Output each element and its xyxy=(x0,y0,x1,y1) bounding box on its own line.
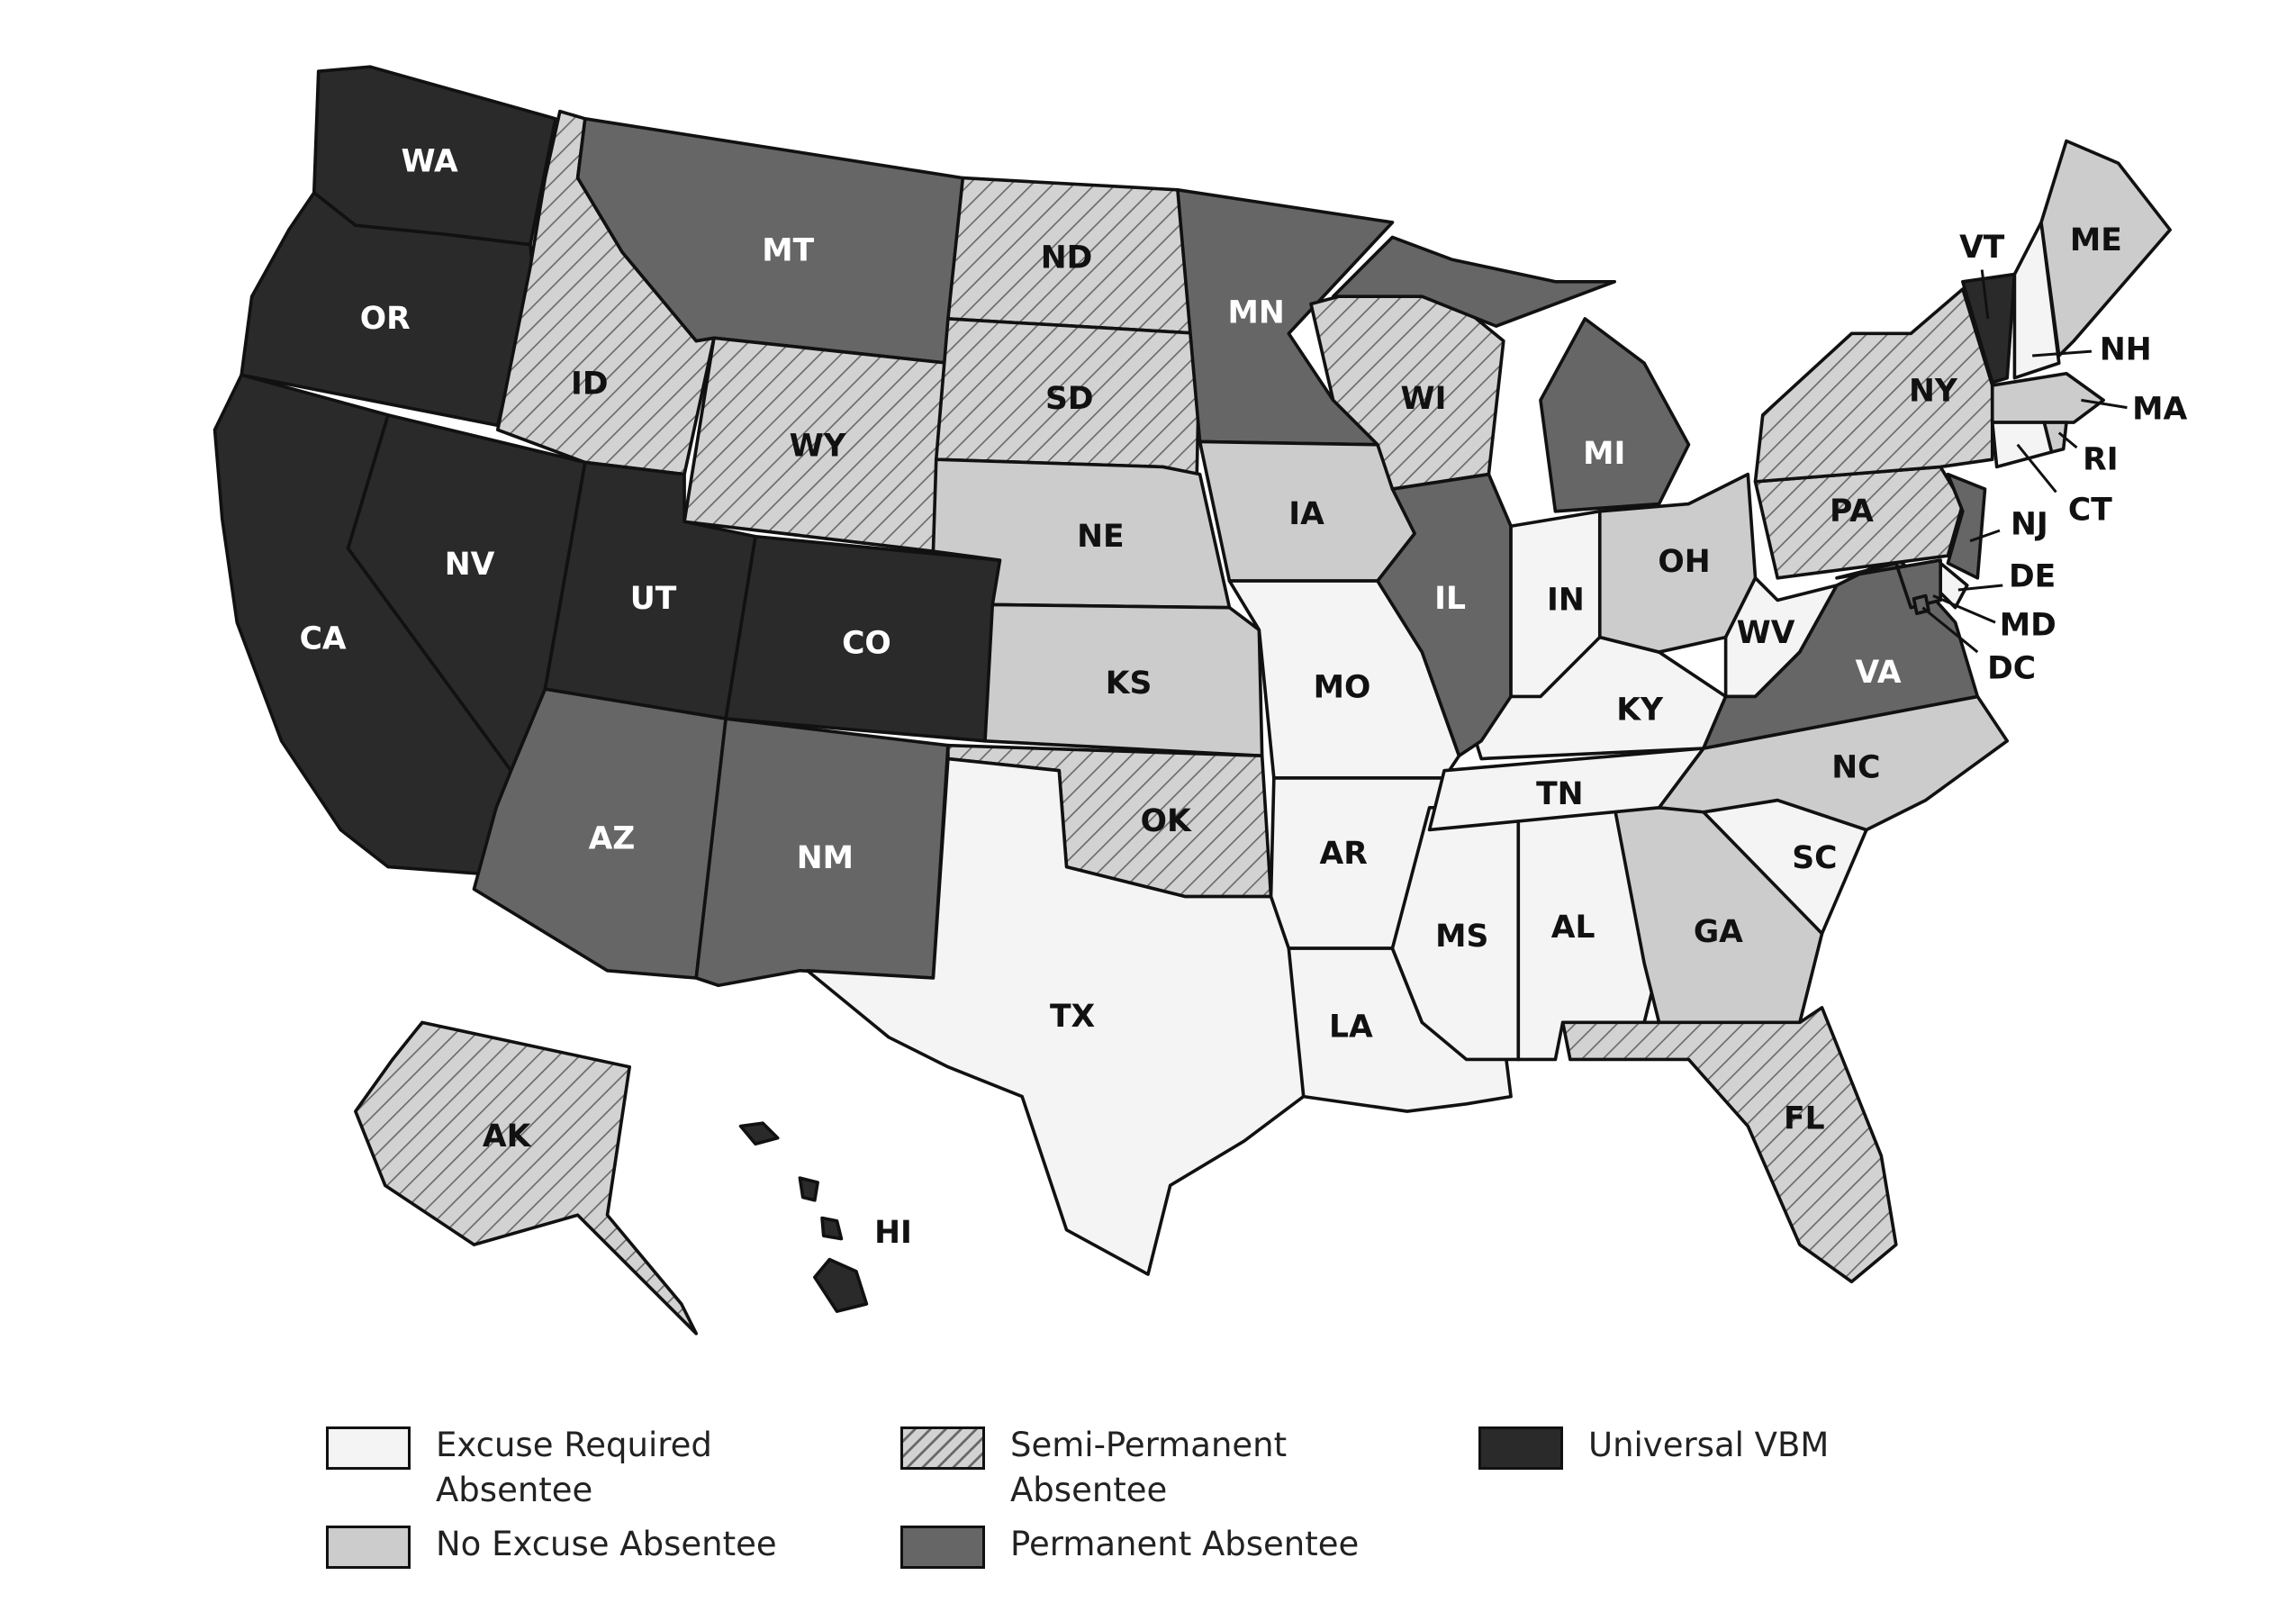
state-label: MS xyxy=(1435,919,1488,955)
state-label: IN xyxy=(1547,583,1585,619)
state-label: NH xyxy=(2100,332,2152,368)
state-label: ND xyxy=(1041,240,1093,276)
state-shape xyxy=(983,602,1264,758)
state-label: UT xyxy=(630,581,677,617)
state-label: MT xyxy=(762,232,814,268)
legend-label: No Excuse Absentee xyxy=(436,1525,777,1563)
leader-line xyxy=(1980,269,1990,320)
state-label: KY xyxy=(1616,692,1664,728)
legend-swatch xyxy=(900,1426,985,1470)
state-label: WV xyxy=(1737,615,1795,651)
state-label: ID xyxy=(571,366,609,402)
state-label: RI xyxy=(2083,441,2118,477)
state-label: OK xyxy=(1141,803,1192,839)
state-shape xyxy=(1427,747,1705,832)
us-map: WA OR CA NV ID MT WY UT CO AZ NM ND SD NE KS OK TX MN IA MO… xyxy=(212,65,2187,1336)
state-shape xyxy=(2039,139,2172,358)
leader-line xyxy=(1932,594,1996,624)
state-shape xyxy=(1961,272,2017,385)
state-shape xyxy=(805,756,1306,1276)
leader-line xyxy=(2081,398,2128,410)
state-label: OR xyxy=(360,301,411,337)
legend-item: Permanent Absentee xyxy=(900,1522,1388,1569)
legend-label: Excuse Required Absentee xyxy=(436,1426,712,1509)
state-shape xyxy=(2012,221,2061,380)
state-label: AK xyxy=(483,1118,532,1155)
state-shape xyxy=(738,1121,869,1313)
legend-item: No Excuse Absentee xyxy=(326,1522,814,1569)
state-shape xyxy=(1560,1006,1898,1284)
state-label: MI xyxy=(1583,436,1625,472)
legend-swatch xyxy=(326,1526,411,1569)
leader-line xyxy=(2032,349,2093,358)
state-shape xyxy=(1990,421,2054,469)
state-label: IL xyxy=(1434,581,1466,617)
state-label: SD xyxy=(1045,381,1094,417)
state-label: MN xyxy=(1227,294,1284,331)
state-label: WI xyxy=(1401,381,1447,417)
state-label: NV xyxy=(445,547,495,583)
state-shape xyxy=(1331,235,1691,513)
state-shape xyxy=(1509,509,1602,699)
state-label: MD xyxy=(2000,608,2056,644)
state-shape xyxy=(354,1020,699,1336)
state-label: WA xyxy=(401,144,458,180)
state-label: AL xyxy=(1551,910,1595,946)
state-shape xyxy=(1946,472,1987,580)
state-label: WY xyxy=(790,429,847,465)
state-label: MO xyxy=(1314,670,1371,706)
legend-item: Universal VBM xyxy=(1478,1423,1966,1470)
state-label: NJ xyxy=(2011,507,2048,543)
state-label: VA xyxy=(1856,655,1902,691)
state-label: NE xyxy=(1077,519,1125,555)
state-label: KS xyxy=(1106,666,1153,702)
state-label: NY xyxy=(1909,374,1958,410)
state-label: SC xyxy=(1792,840,1837,876)
state-label: PA xyxy=(1830,494,1874,530)
state-label: VT xyxy=(1959,230,2005,266)
state-label: LA xyxy=(1329,1009,1373,1045)
state-shape xyxy=(1990,371,2105,424)
state-label: IA xyxy=(1288,496,1324,532)
state-label: HI xyxy=(874,1215,912,1251)
state-label: AZ xyxy=(589,821,636,857)
legend-label: Semi-Permanent Absentee xyxy=(1010,1426,1288,1509)
state-label: OH xyxy=(1658,544,1710,580)
leader-line xyxy=(1969,529,2001,543)
state-label: CT xyxy=(2068,492,2112,528)
state-label: MA xyxy=(2132,391,2187,427)
state-label: NM xyxy=(797,840,854,876)
leader-line xyxy=(2057,431,2078,449)
state-label: AR xyxy=(1319,836,1367,872)
legend-swatch xyxy=(326,1426,411,1470)
legend-swatch xyxy=(1478,1426,1563,1470)
state-label: NC xyxy=(1831,750,1880,786)
legend-label: Permanent Absentee xyxy=(1010,1525,1360,1563)
legend-item: Semi-Permanent Absentee xyxy=(900,1423,1388,1513)
state-label: FL xyxy=(1784,1100,1825,1137)
legend-swatch xyxy=(900,1526,985,1569)
state-label: GA xyxy=(1694,914,1743,950)
state-label: CA xyxy=(300,620,347,657)
leader-line xyxy=(1957,584,2003,592)
state-shape xyxy=(1376,472,1513,758)
state-label: ME xyxy=(2070,222,2122,258)
state-label: TX xyxy=(1050,999,1095,1035)
leader-line xyxy=(2016,443,2057,494)
legend-label: Universal VBM xyxy=(1588,1426,1830,1464)
legend-item: Excuse Required Absentee xyxy=(326,1423,814,1513)
state-label: DE xyxy=(2009,558,2056,594)
state-label: DC xyxy=(1987,650,2036,686)
leader-line xyxy=(1921,606,1979,654)
state-label: TN xyxy=(1536,776,1583,812)
state-label: CO xyxy=(842,625,891,661)
